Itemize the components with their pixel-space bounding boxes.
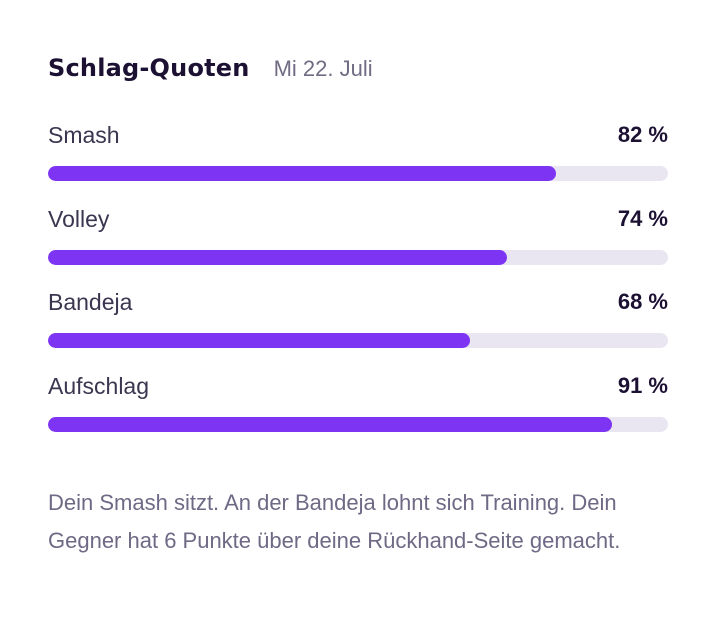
progress-fill — [48, 416, 613, 432]
shot-label: Bandeja — [48, 289, 133, 315]
progress-track — [48, 333, 668, 348]
shot-rate-row-bandeja: Bandeja 68 % — [48, 289, 668, 373]
progress-track — [48, 249, 668, 265]
shot-percentage: 91 % — [617, 372, 668, 398]
progress-track — [48, 166, 668, 181]
shot-label: Smash — [48, 122, 120, 148]
progress-track — [48, 416, 668, 432]
shot-percentage: 68 % — [617, 289, 668, 314]
card-header: Schlag-Quoten Mi 22. Juli — [48, 54, 373, 82]
progress-fill — [48, 249, 507, 265]
shot-percentage: 82 % — [617, 122, 668, 147]
shot-percentage: 74 % — [617, 205, 668, 231]
shot-rate-list: Smash 82 % Volley 74 % Bandeja 68 % Aufs… — [48, 122, 668, 456]
card-date: Mi 22. Juli — [273, 56, 373, 81]
shot-rate-row-volley: Volley 74 % — [48, 206, 668, 290]
coaching-note: Dein Smash sitzt. An der Bandeja lohnt s… — [48, 490, 621, 553]
card-title: Schlag-Quoten — [48, 54, 250, 82]
progress-fill — [48, 333, 470, 348]
shot-rate-row-smash: Smash 82 % — [48, 122, 668, 206]
shot-rate-row-aufschlag: Aufschlag 91 % — [48, 373, 668, 457]
progress-fill — [48, 166, 557, 181]
shot-label: Volley — [48, 205, 110, 232]
shot-label: Aufschlag — [48, 372, 150, 399]
